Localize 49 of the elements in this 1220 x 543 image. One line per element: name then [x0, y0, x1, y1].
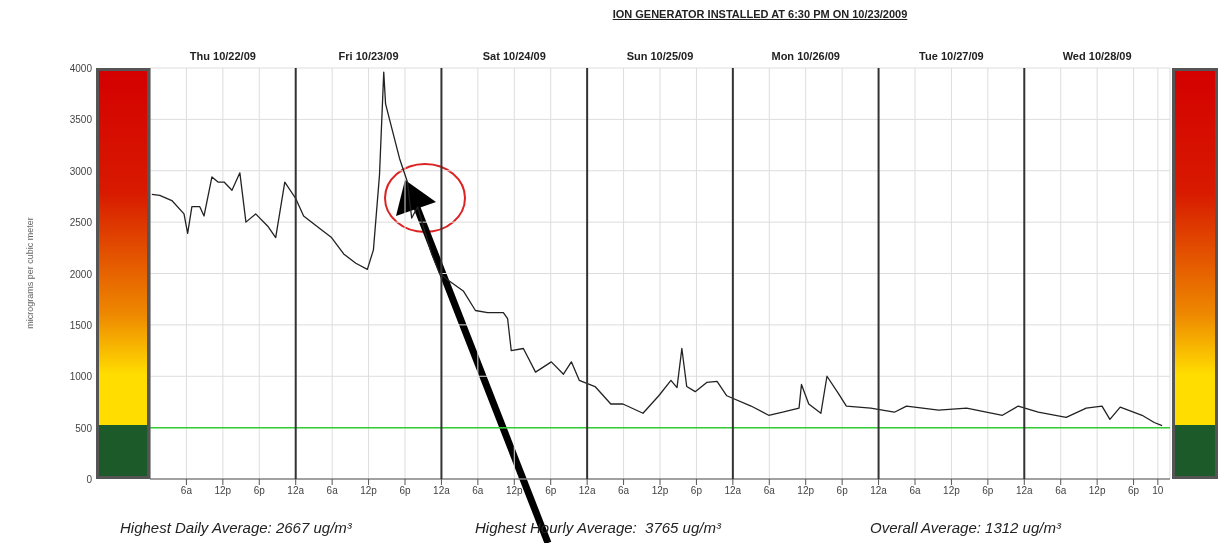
y-tick-label: 500	[75, 422, 93, 434]
x-tick-label: 6p	[253, 485, 266, 497]
x-tick-label: 10	[1152, 485, 1164, 497]
y-axis-title: micrograms per cubic meter	[25, 217, 35, 329]
x-tick-label: 12a	[287, 485, 305, 497]
x-tick-label: 12a	[1015, 485, 1034, 497]
x-tick-label: 12p	[214, 485, 232, 497]
x-tick-label: 6a	[763, 485, 776, 497]
x2-tick-label: Thu 10/22/09	[189, 50, 256, 62]
x2-tick-label: Sun 10/25/09	[626, 50, 694, 62]
x-tick-label: 12p	[360, 485, 378, 497]
x2-tick-label: Tue 10/27/09	[919, 50, 984, 62]
x-tick-label: 6p	[399, 485, 411, 497]
x2-tick-label: Sat 10/24/09	[482, 50, 546, 62]
y-tick-label: 3500	[69, 114, 93, 126]
x-tick-label: 6p	[982, 485, 994, 497]
x2-tick-label: Wed 10/28/09	[1062, 50, 1132, 62]
x-tick-label: 12p	[943, 485, 961, 497]
y-tick-label: 1500	[69, 319, 93, 331]
y-tick-label: 3000	[69, 165, 93, 177]
x-tick-label: 12a	[870, 485, 888, 497]
y-tick-label: 2500	[69, 217, 93, 229]
y-tick-label: 0	[86, 474, 93, 485]
y-tick-label: 4000	[69, 63, 93, 74]
x-tick-label: 12p	[651, 485, 669, 497]
chart-title: ION GENERATOR INSTALLED AT 6:30 PM ON 10/23/2009	[611, 8, 909, 20]
x-tick-label: 6a	[472, 485, 484, 497]
x-tick-label: 12a	[724, 485, 742, 497]
x-tick-label: 6p	[836, 485, 849, 497]
x-tick-label: 12a	[433, 485, 451, 497]
x-tick-label: 12a	[578, 485, 596, 497]
x2-tick-label: Fri 10/23/09	[338, 50, 399, 62]
x-tick-label: 6a	[909, 485, 921, 497]
x-tick-label: 12p	[797, 485, 815, 497]
y-tick-label: 2000	[69, 268, 93, 280]
x-tick-label: 6a	[326, 485, 339, 497]
x-tick-label: 6a	[618, 485, 630, 497]
x-tick-label: 12p	[1088, 485, 1106, 497]
x-tick-label: 6a	[1055, 485, 1067, 497]
x-tick-label: 6p	[1128, 485, 1140, 497]
x-tick-label: 6a	[180, 485, 193, 497]
text: Overall Average: 1312 ug/m³	[870, 519, 1061, 536]
x-tick-label: 6p	[690, 485, 703, 497]
text: Highest Daily Average: 2667 ug/m³	[120, 519, 352, 536]
y-tick-label: 1000	[69, 371, 93, 383]
x-tick-label: 12p	[505, 485, 524, 497]
line-series	[151, 71, 1163, 427]
x2-tick-label: Mon 10/26/09	[771, 50, 840, 62]
x-tick-label: 6p	[545, 485, 557, 497]
